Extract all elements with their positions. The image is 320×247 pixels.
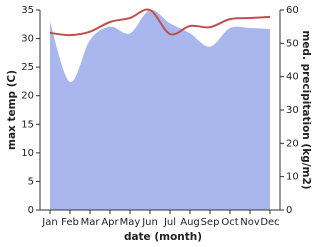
y-tick-label: 0 (28, 205, 34, 216)
x-axis-label: date (month) (124, 231, 202, 243)
x-tick-label: Dec (260, 217, 279, 228)
x-tick-label: Oct (221, 217, 238, 228)
y2-tick-label: 30 (286, 105, 299, 116)
precipitation-area (50, 9, 270, 211)
y2-tick-label: 10 (286, 172, 299, 183)
x-tick-label: Sep (201, 217, 220, 228)
x-tick-label: Jun (141, 217, 158, 228)
x-tick-label: Mar (81, 217, 101, 228)
y2-tick-label: 20 (286, 138, 299, 149)
y-tick-label: 10 (21, 148, 34, 159)
x-tick-label: Jul (163, 217, 176, 228)
x-tick-label: Aug (180, 217, 200, 228)
y2-tick-label: 50 (286, 38, 299, 49)
y-tick-label: 20 (21, 91, 34, 102)
y-tick-label: 25 (21, 62, 34, 73)
x-tick-label: Apr (101, 217, 119, 228)
y2-tick-label: 40 (286, 72, 299, 83)
x-tick-label: Nov (240, 217, 260, 228)
y-tick-label: 15 (21, 119, 34, 130)
y2-tick-label: 60 (286, 5, 299, 16)
y-tick-label: 30 (21, 34, 34, 45)
y-tick-label: 5 (28, 176, 34, 187)
x-tick-label: Feb (61, 217, 79, 228)
y2-axis-label: med. precipitation (kg/m2) (300, 30, 312, 189)
y-tick-label: 35 (21, 5, 34, 16)
x-tick-label: Jan (41, 217, 57, 228)
y2-tick-label: 0 (286, 205, 292, 216)
x-tick-label: May (120, 217, 141, 228)
y-axis-label: max temp (C) (6, 70, 18, 150)
temp-line (49, 8, 271, 37)
